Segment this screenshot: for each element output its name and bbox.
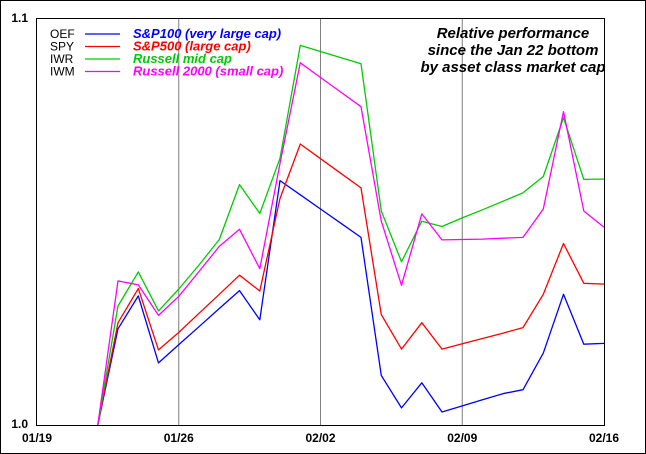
x-tick-label-3: 02/09 (447, 431, 477, 445)
annotation-line-1: Relative performance (437, 25, 590, 42)
y-tick-label-bottom: 1.0 (11, 417, 28, 431)
annotation-line-3: by asset class market cap (420, 59, 605, 76)
x-tick-label-0: 01/19 (22, 431, 52, 445)
legend-name-iwr: Russell mid cap (133, 51, 232, 66)
annotation-line-2: since the Jan 22 bottom (428, 42, 599, 59)
legend-ticker-iwr: IWR (50, 52, 74, 66)
legend-ticker-oef: OEF (50, 27, 75, 41)
x-tick-label-1: 01/26 (164, 431, 194, 445)
series-line-spy (97, 143, 605, 426)
series-line-oef (97, 179, 605, 426)
legend-name-iwm: Russell 2000 (small cap) (133, 64, 283, 79)
legend-ticker-spy: SPY (50, 40, 74, 54)
legend-name-spy: S&P500 (large cap) (133, 39, 251, 54)
legend-name-oef: S&P100 (very large cap) (133, 26, 281, 41)
x-tick-label-4: 02/16 (589, 431, 619, 445)
x-tick-label-2: 02/02 (305, 431, 335, 445)
series-line-iwr (97, 44, 605, 426)
legend-ticker-iwm: IWM (50, 65, 75, 79)
plot-frame (36, 18, 605, 426)
series-line-iwm (97, 62, 605, 426)
y-tick-label-top: 1.1 (11, 11, 28, 25)
